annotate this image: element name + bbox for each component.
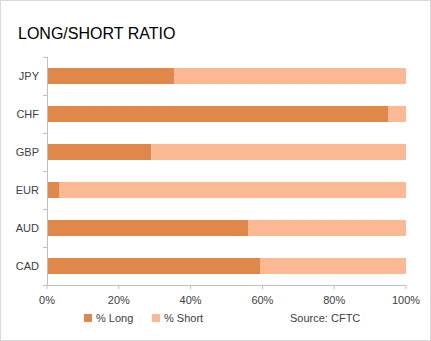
- y-tick-label: CAD: [16, 260, 39, 272]
- y-tick-label: CHF: [16, 108, 39, 120]
- bar-segment: [47, 106, 388, 122]
- x-tick: [406, 285, 407, 289]
- x-tick: [118, 285, 119, 289]
- y-tick: [43, 95, 48, 96]
- legend-label: % Short: [164, 312, 203, 324]
- y-tick: [43, 171, 48, 172]
- bar-segment: [47, 220, 248, 236]
- x-tick-label: 100%: [392, 294, 420, 306]
- y-tick: [43, 247, 48, 248]
- legend-swatch: [152, 314, 160, 322]
- x-tick: [190, 285, 191, 289]
- legend-label: % Long: [96, 312, 133, 324]
- x-tick: [334, 285, 335, 289]
- legend-swatch: [84, 314, 92, 322]
- chart-frame: [1, 1, 431, 341]
- bars: [47, 68, 406, 274]
- y-tick-label: JPY: [19, 70, 40, 82]
- chart-title: LONG/SHORT RATIO: [18, 25, 175, 42]
- y-tick-label: GBP: [16, 146, 39, 158]
- x-tick-label: 80%: [323, 294, 345, 306]
- bar-segment: [174, 68, 406, 84]
- y-tick: [43, 57, 48, 58]
- y-tick-label: EUR: [16, 184, 39, 196]
- x-tick-label: 0%: [39, 294, 55, 306]
- x-axis-line: [47, 285, 406, 286]
- bar-segment: [261, 258, 406, 274]
- x-tick: [47, 285, 48, 289]
- bar-segment: [388, 106, 406, 122]
- y-tick: [43, 209, 48, 210]
- y-tick: [43, 133, 48, 134]
- annotation: Source: CFTC: [290, 312, 360, 324]
- bar-segment: [47, 68, 174, 84]
- x-tick: [262, 285, 263, 289]
- x-tick-label: 40%: [180, 294, 202, 306]
- x-tick-label: 60%: [251, 294, 273, 306]
- y-tick-label: AUD: [16, 222, 39, 234]
- bar-segment: [60, 182, 406, 198]
- bar-segment: [47, 258, 261, 274]
- bar-segment: [151, 144, 406, 160]
- bar-segment: [47, 144, 151, 160]
- bar-segment: [248, 220, 406, 236]
- x-tick-label: 20%: [108, 294, 130, 306]
- bar-segment: [47, 182, 60, 198]
